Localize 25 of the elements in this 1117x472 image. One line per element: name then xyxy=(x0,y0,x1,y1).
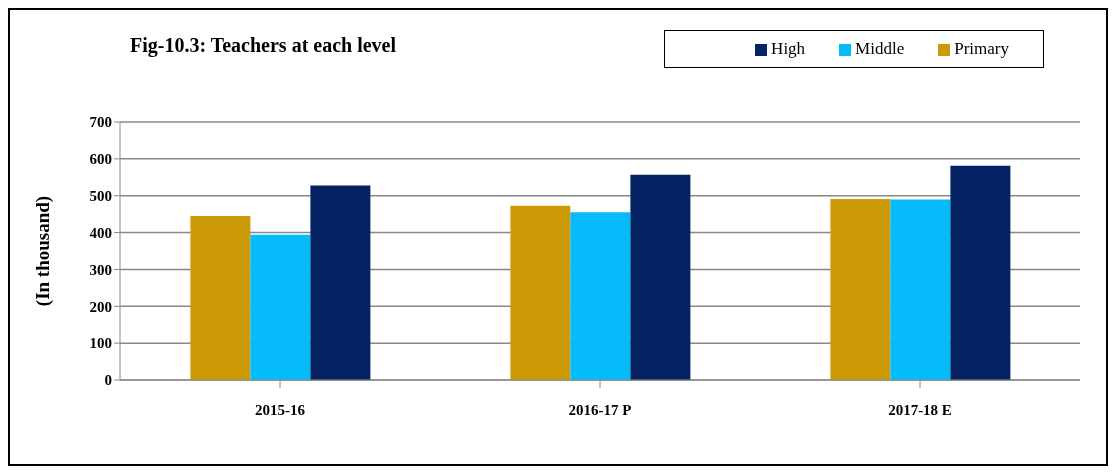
y-tick-label: 100 xyxy=(89,335,112,352)
y-tick-label: 600 xyxy=(89,151,112,168)
y-tick-label: 200 xyxy=(89,298,112,315)
y-tick-label: 500 xyxy=(89,188,112,205)
chart-title: Fig-10.3: Teachers at each level xyxy=(130,34,397,57)
y-axis-title: (In thousand) xyxy=(31,195,54,307)
x-tick-label: 2017-18 E xyxy=(888,401,952,418)
legend-label: Middle xyxy=(855,39,905,58)
y-tick-label: 0 xyxy=(104,372,112,389)
bar xyxy=(890,199,951,380)
bar xyxy=(250,234,311,380)
bar xyxy=(570,212,631,380)
x-tick-label: 2016-17 P xyxy=(568,401,632,418)
bar xyxy=(310,185,371,380)
x-tick-label: 2015-16 xyxy=(255,401,306,418)
bar xyxy=(190,215,251,380)
y-tick-label: 700 xyxy=(89,114,112,131)
bar xyxy=(630,174,691,380)
legend-label: High xyxy=(771,39,806,58)
bar xyxy=(510,205,571,380)
y-tick-label: 300 xyxy=(89,261,112,278)
bar xyxy=(950,165,1011,380)
y-tick-label: 400 xyxy=(89,224,112,241)
bar xyxy=(830,199,891,380)
legend-label: Primary xyxy=(954,39,1009,58)
